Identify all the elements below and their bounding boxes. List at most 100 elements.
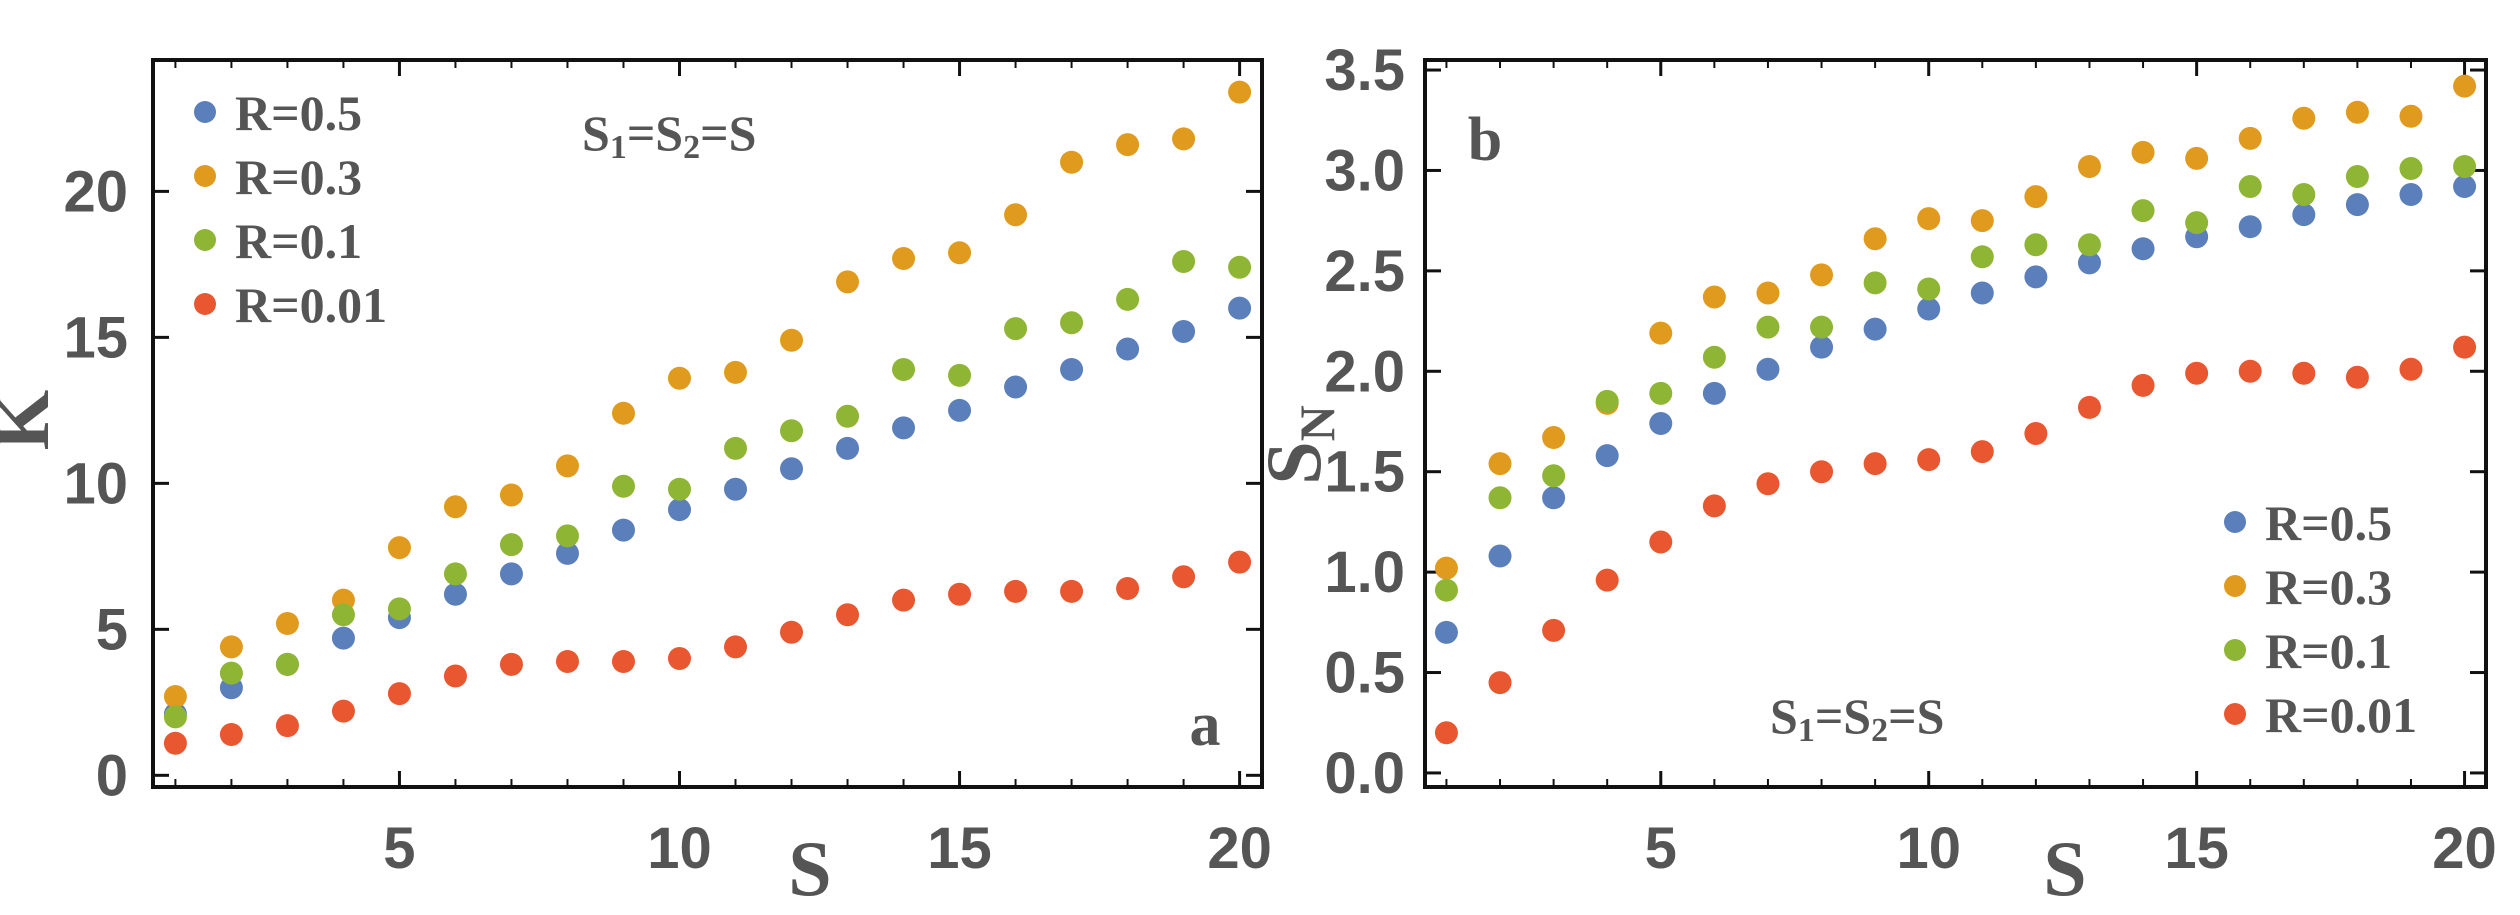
data-point bbox=[1116, 287, 1140, 311]
legend-marker bbox=[194, 165, 216, 187]
data-point bbox=[1004, 203, 1028, 227]
data-point bbox=[2292, 106, 2316, 130]
data-point bbox=[1060, 311, 1084, 335]
legend-marker bbox=[2224, 575, 2246, 597]
data-point bbox=[331, 603, 355, 627]
legend-marker bbox=[194, 293, 216, 315]
data-point bbox=[2077, 395, 2101, 419]
y-axis-label-main: S bbox=[1250, 441, 1337, 484]
data-point bbox=[1488, 544, 1512, 568]
plot-frame bbox=[1423, 58, 2488, 789]
data-point bbox=[2399, 183, 2423, 207]
data-point bbox=[780, 620, 804, 644]
data-point bbox=[1434, 578, 1458, 602]
series-r-0-3 bbox=[1434, 74, 2477, 580]
data-point bbox=[2292, 203, 2316, 227]
data-point bbox=[1863, 271, 1887, 295]
data-point bbox=[555, 454, 579, 478]
data-point bbox=[387, 536, 411, 560]
y-tick-label: 10 bbox=[63, 451, 128, 516]
data-point bbox=[275, 611, 299, 635]
x-tick-label: 5 bbox=[1645, 816, 1677, 881]
data-point bbox=[2453, 175, 2477, 199]
data-point bbox=[892, 588, 916, 612]
data-point bbox=[555, 649, 579, 673]
annotation-sub: 2 bbox=[683, 129, 700, 166]
legend: R=0.5 R=0.3 R=0.1 R=0.01 bbox=[194, 85, 387, 333]
data-point bbox=[2024, 422, 2048, 446]
legend-label: R=0.1 bbox=[2265, 623, 2392, 679]
data-point bbox=[1060, 579, 1084, 603]
data-point bbox=[1970, 440, 1994, 464]
annotation-part: =S bbox=[700, 105, 756, 161]
data-point bbox=[1917, 448, 1941, 472]
data-point bbox=[1595, 389, 1619, 413]
data-point bbox=[1756, 472, 1780, 496]
data-point bbox=[780, 419, 804, 443]
data-point bbox=[1810, 315, 1834, 339]
y-tick-label: 1.0 bbox=[1324, 540, 1405, 605]
chart-panel-a: 510152005101520SKaS1=S2=SR=0.5R=0.3R=0.1… bbox=[0, 58, 1272, 912]
annotation-sub: 1 bbox=[610, 129, 627, 166]
data-point bbox=[611, 518, 635, 542]
data-point bbox=[667, 647, 691, 671]
series-r-0-3 bbox=[163, 80, 1252, 708]
condition-annotation: S1=S2=S bbox=[1770, 688, 1944, 749]
data-point bbox=[1649, 412, 1673, 435]
data-point bbox=[275, 652, 299, 676]
data-point bbox=[1970, 245, 1994, 269]
annotation-sub: 2 bbox=[1871, 712, 1888, 749]
legend-marker bbox=[194, 229, 216, 251]
data-point bbox=[2453, 335, 2477, 359]
y-axis-label: SN bbox=[1250, 405, 1345, 485]
data-point bbox=[836, 603, 860, 627]
data-point bbox=[1917, 277, 1941, 301]
data-point bbox=[387, 597, 411, 621]
annotation-sub: 1 bbox=[1798, 712, 1815, 749]
data-point bbox=[1434, 721, 1458, 745]
legend-label: R=0.5 bbox=[2265, 495, 2392, 551]
y-tick-label: 0.5 bbox=[1324, 641, 1405, 706]
data-point bbox=[948, 398, 972, 422]
data-point bbox=[2292, 361, 2316, 385]
data-point bbox=[1863, 227, 1887, 251]
data-point bbox=[1172, 249, 1196, 273]
annotation-part: S bbox=[1770, 688, 1798, 744]
data-point bbox=[1488, 671, 1512, 695]
data-point bbox=[724, 360, 748, 384]
data-point bbox=[2453, 74, 2477, 98]
series-r-0-01 bbox=[1434, 335, 2477, 745]
y-tick-label: 2.0 bbox=[1324, 339, 1405, 404]
data-point bbox=[163, 731, 187, 755]
data-point bbox=[2453, 154, 2477, 178]
legend-label: R=0.3 bbox=[235, 149, 362, 205]
legend-label: R=0.3 bbox=[2265, 559, 2392, 615]
data-point bbox=[2399, 357, 2423, 381]
data-point bbox=[1756, 281, 1780, 305]
data-point bbox=[1060, 357, 1084, 381]
data-point bbox=[499, 483, 523, 507]
series-r-0-5 bbox=[163, 296, 1252, 726]
data-point bbox=[443, 495, 467, 519]
data-point bbox=[1116, 133, 1140, 157]
data-point bbox=[2131, 373, 2155, 397]
data-point bbox=[2077, 233, 2101, 257]
y-tick-label: 15 bbox=[63, 305, 128, 370]
x-tick-label: 10 bbox=[647, 816, 712, 881]
data-point bbox=[1228, 550, 1252, 574]
data-point bbox=[1970, 281, 1994, 305]
legend-marker bbox=[2224, 703, 2246, 725]
annotation-part: =S bbox=[1888, 688, 1944, 744]
x-axis-label: S bbox=[788, 825, 831, 912]
data-point bbox=[2131, 140, 2155, 164]
data-point bbox=[1434, 556, 1458, 580]
legend-label: R=0.5 bbox=[235, 85, 362, 141]
data-point bbox=[1228, 80, 1252, 104]
data-point bbox=[443, 664, 467, 688]
data-point bbox=[1488, 452, 1512, 476]
x-tick-label: 20 bbox=[1207, 816, 1272, 881]
data-point bbox=[2238, 359, 2262, 383]
data-point bbox=[724, 436, 748, 460]
data-point bbox=[2185, 211, 2209, 235]
annotation-part: S bbox=[582, 105, 610, 161]
